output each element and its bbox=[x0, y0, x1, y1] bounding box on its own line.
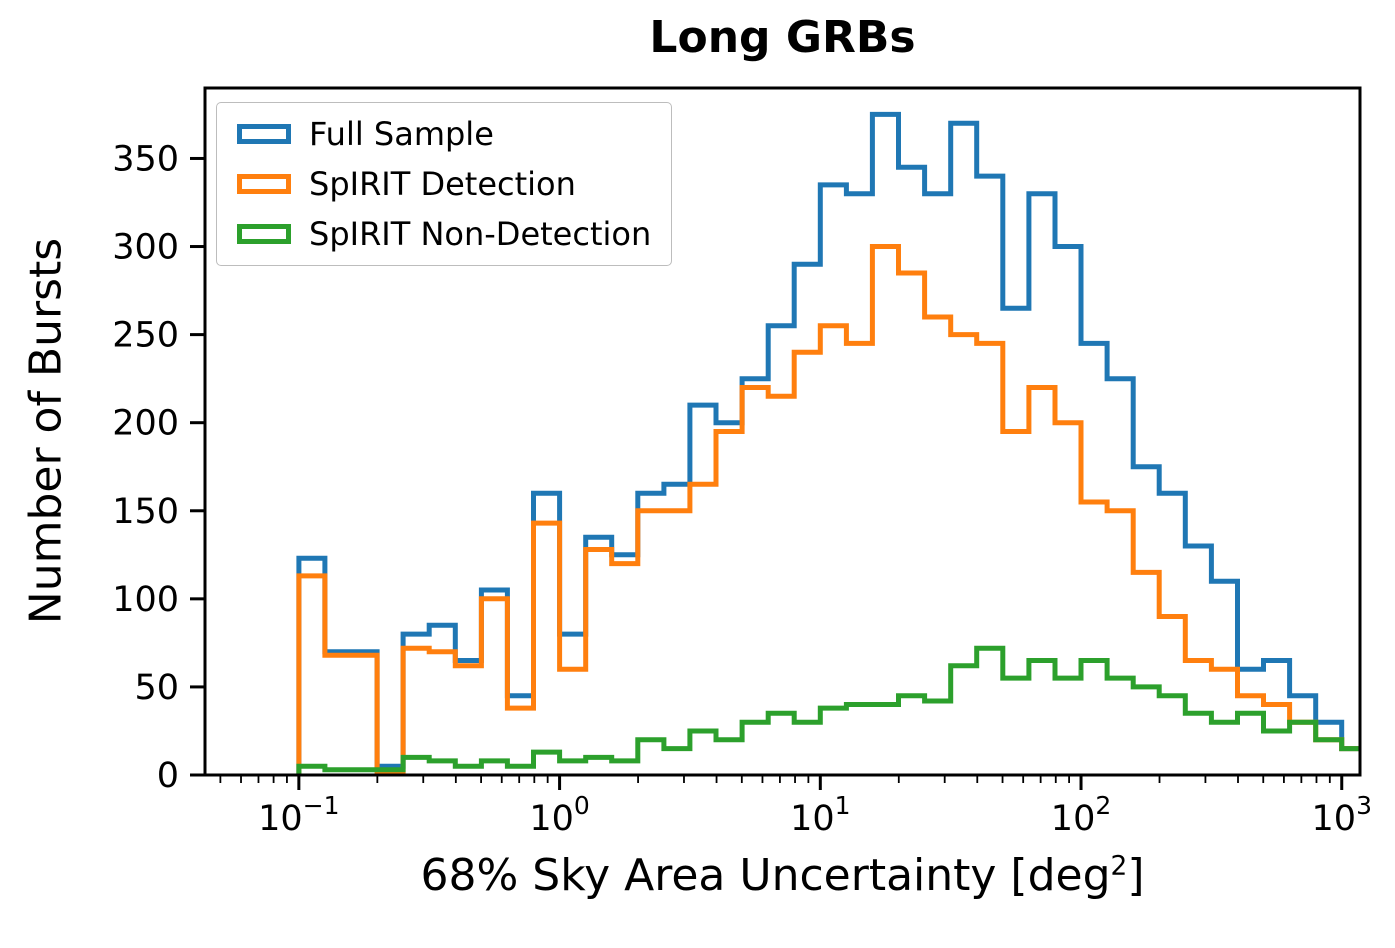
legend-label-full-sample: Full Sample bbox=[309, 115, 494, 153]
x-tick-label: 103 bbox=[1312, 791, 1372, 839]
x-tick-label: 10−1 bbox=[258, 791, 339, 839]
x-axis-label-text: 68% Sky Area Uncertainty [deg bbox=[420, 850, 1111, 901]
series-spirit-non-detection-line bbox=[296, 645, 1360, 775]
axes-frame bbox=[203, 86, 1362, 777]
legend-item-spirit-non-detection: SpIRIT Non-Detection bbox=[237, 214, 652, 253]
x-tick-label: 102 bbox=[1051, 791, 1111, 839]
legend-swatch-full-sample bbox=[237, 124, 291, 145]
y-tick-label: 100 bbox=[112, 580, 179, 620]
x-axis-label-superscript: 2 bbox=[1110, 850, 1128, 882]
x-tick-label: 101 bbox=[790, 791, 850, 839]
x-axis-label-bracket: ] bbox=[1127, 850, 1145, 901]
y-tick-label: 150 bbox=[112, 492, 179, 532]
x-tick-label: 100 bbox=[529, 791, 589, 839]
legend-label-spirit-non-detection: SpIRIT Non-Detection bbox=[309, 214, 652, 253]
y-tick-label: 50 bbox=[134, 668, 179, 708]
legend-item-spirit-detection: SpIRIT Detection bbox=[237, 164, 651, 203]
legend-swatch-spirit-detection bbox=[237, 174, 291, 195]
y-tick-label: 350 bbox=[112, 139, 179, 179]
series-full-sample-line bbox=[296, 111, 1360, 775]
chart-title: Long GRBs bbox=[649, 12, 916, 63]
y-tick-label: 0 bbox=[157, 756, 179, 796]
legend: Full Sample SpIRIT Detection SpIRIT Non-… bbox=[216, 102, 673, 267]
y-axis-label: Number of Bursts bbox=[20, 237, 72, 625]
legend-label-spirit-detection: SpIRIT Detection bbox=[309, 164, 576, 203]
y-tick-label: 300 bbox=[112, 228, 179, 268]
y-tick-label: 250 bbox=[112, 316, 179, 356]
legend-item-full-sample: Full Sample bbox=[237, 116, 651, 153]
x-axis-label: 68% Sky Area Uncertainty [deg2] bbox=[205, 850, 1360, 901]
series-spirit-detection-line bbox=[296, 244, 1360, 775]
y-tick-label: 200 bbox=[112, 404, 179, 444]
legend-swatch-spirit-non-detection bbox=[237, 223, 291, 244]
